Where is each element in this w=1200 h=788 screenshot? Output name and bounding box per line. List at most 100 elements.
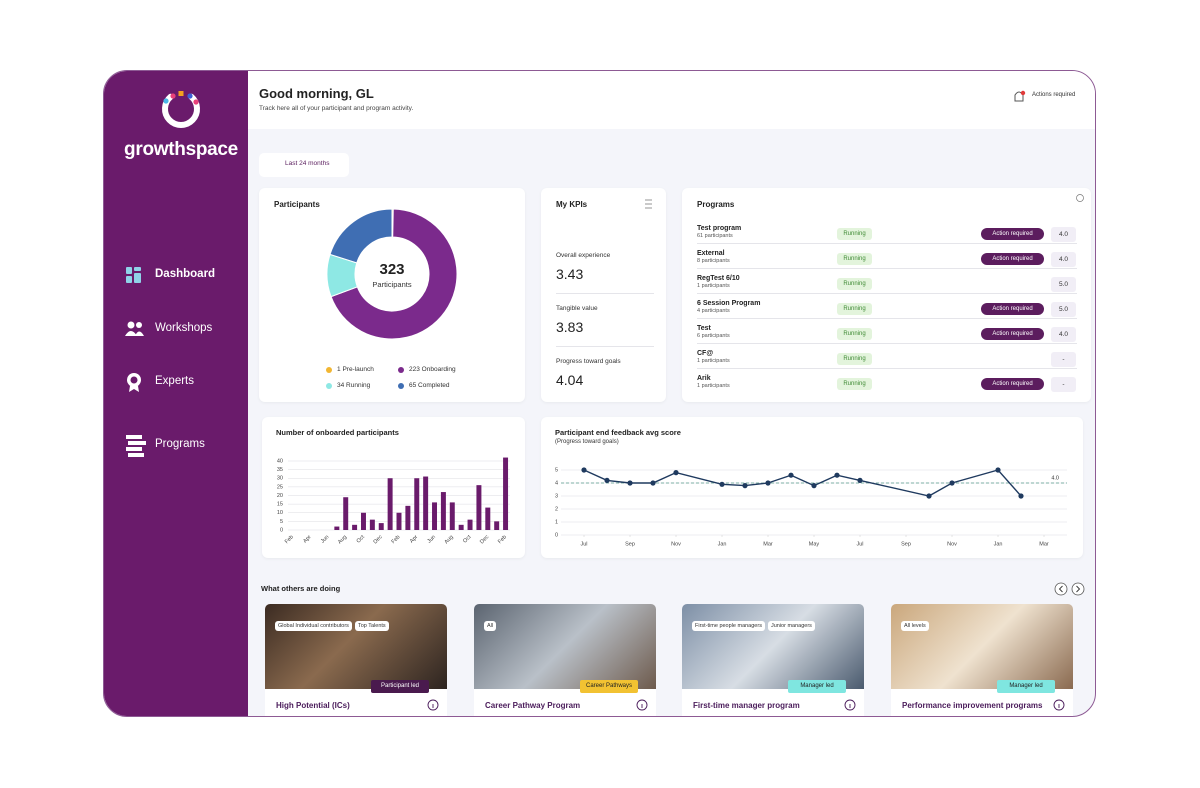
action-pill[interactable]: Action required [981, 328, 1044, 340]
logo-dot [163, 98, 169, 104]
point [949, 480, 955, 486]
divider [556, 346, 654, 347]
card-image [891, 604, 1073, 689]
point [811, 483, 817, 489]
tag-row: All [484, 614, 499, 632]
info-icon [1076, 194, 1084, 202]
bar [369, 519, 375, 530]
bar [467, 519, 473, 530]
program-participants: 4 participants [697, 308, 730, 314]
x-tick-label: Mar [763, 541, 773, 547]
icon-part [130, 376, 138, 384]
y-tick-label: 30 [277, 476, 283, 482]
point [742, 483, 748, 489]
action-pill[interactable]: Action required [981, 303, 1044, 315]
action-pill[interactable]: Action required [981, 378, 1044, 390]
x-tick-label: Jan [718, 541, 727, 547]
program-name: 6 Session Program [697, 300, 761, 307]
chart-title: Number of onboarded participants [276, 428, 399, 437]
info-icon [427, 699, 439, 711]
card-badge: Participant led [371, 680, 429, 693]
tag: Junior managers [767, 621, 815, 631]
bar [485, 507, 491, 530]
carousel-arrow[interactable] [1054, 582, 1068, 596]
tag-row: First-time people managers Junior manager… [692, 614, 818, 632]
x-tick-label: Dec [373, 534, 384, 545]
program-name: RegTest 6/10 [697, 275, 740, 282]
legend-name: Pre-launch [342, 366, 374, 373]
icon-part [128, 453, 144, 457]
bell-badge [1020, 90, 1026, 96]
bar [396, 512, 402, 530]
card-title: Performance improvement programs [902, 701, 1043, 710]
nav-item[interactable]: Workshops [155, 322, 213, 334]
logo-dot [187, 93, 193, 99]
feedback-card [541, 417, 1083, 558]
point [627, 480, 633, 486]
actions-required[interactable]: Actions required [1032, 92, 1076, 98]
nav-item[interactable]: Experts [155, 375, 194, 387]
legend-entry: 65 Completed [409, 382, 449, 389]
bar [360, 512, 366, 530]
y-tick-label: 0 [280, 527, 283, 533]
divider [556, 293, 654, 294]
legend-name: Running [346, 382, 371, 389]
action-pill[interactable]: Action required [981, 228, 1044, 240]
score-box: 4.0 [1051, 227, 1076, 242]
nav-icon [127, 373, 141, 392]
nav-item[interactable]: Dashboard [155, 268, 216, 280]
logo-dot [178, 91, 184, 96]
bar [414, 478, 420, 530]
date-filter[interactable] [259, 153, 349, 177]
card-image [474, 604, 656, 689]
card-badge: Manager led [788, 680, 846, 693]
x-tick-label: Feb [497, 534, 508, 545]
arrow-chevron [1058, 585, 1063, 593]
icon-part [134, 273, 141, 283]
card-title: High Potential (ICs) [276, 701, 350, 710]
app-frame: 0 5 10 15 20 25 30 35 40 Feb Apr Jun Aug Oct Dec Feb Apr… [103, 70, 1096, 717]
program-name: Test [697, 325, 711, 332]
program-name: Test program [697, 225, 742, 232]
program-name: External [697, 250, 725, 257]
program-participants: 1 participants [697, 358, 730, 364]
bar [494, 521, 500, 530]
program-name: CF@ [697, 350, 714, 357]
x-tick-label: Aug [337, 534, 348, 545]
x-tick-label: Sep [901, 541, 911, 547]
bar [476, 485, 482, 530]
program-card[interactable] [474, 604, 656, 716]
line [583, 469, 1022, 497]
legend-entry: 1 Pre-launch [337, 366, 374, 373]
icon-part [136, 322, 142, 328]
logo-ring [162, 93, 200, 128]
icon-part [126, 447, 142, 451]
x-tick-label: Mar [1039, 541, 1049, 547]
kpi-label: Tangible value [556, 305, 598, 312]
nav-item[interactable]: Programs [155, 438, 205, 450]
x-tick-label: Aug [444, 534, 455, 545]
point [604, 477, 610, 483]
divider [697, 343, 1077, 344]
divider [697, 268, 1077, 269]
arrow-chevron [1076, 585, 1081, 593]
greeting: Good morning, GL [259, 86, 374, 101]
point [788, 472, 794, 478]
y-tick-label: 35 [277, 467, 283, 473]
logo-dot [193, 99, 199, 105]
carousel-arrow[interactable] [1071, 582, 1085, 596]
card-badge: Career Pathways [580, 680, 638, 693]
bar [405, 505, 411, 530]
nav-icon [125, 321, 144, 336]
divider [697, 368, 1077, 369]
point [1018, 493, 1024, 499]
score-box: - [1051, 352, 1076, 367]
program-participants: 6 participants [697, 333, 730, 339]
y-tick-label: 40 [277, 458, 283, 464]
status-pill: Running [837, 303, 872, 315]
kpi-label: Progress toward goals [556, 358, 621, 365]
action-pill[interactable]: Action required [981, 253, 1044, 265]
status-pill: Running [837, 353, 872, 365]
x-tick-label: Jun [426, 534, 437, 545]
